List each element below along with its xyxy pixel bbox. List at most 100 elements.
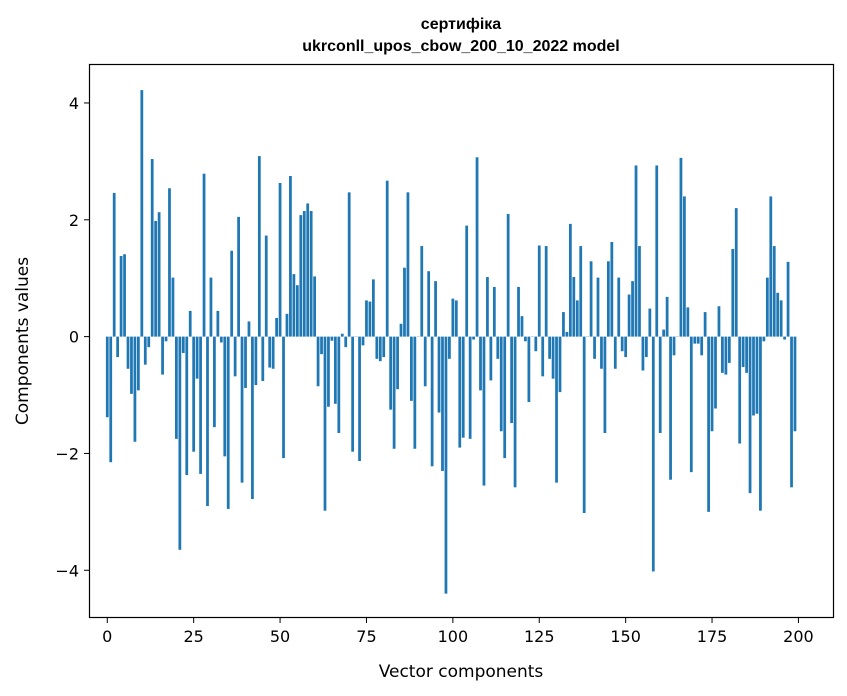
bar-132 [562,312,565,337]
bar-186 [748,336,752,494]
bar-81 [385,180,389,337]
bar-25 [192,336,196,452]
bar-131 [558,336,562,393]
bar-100 [451,298,455,337]
bar-50 [278,182,282,337]
bar-79 [378,336,382,362]
bar-31 [213,336,216,428]
bar-174 [707,336,710,512]
bar-18 [168,188,171,337]
bar-185 [745,336,748,373]
bar-181 [731,249,735,337]
bar-155 [641,336,645,371]
bar-63 [323,336,327,511]
bar-107 [475,157,479,337]
bar-196 [783,336,786,340]
bar-116 [506,213,510,337]
bar-146 [610,241,614,337]
bar-191 [765,277,769,337]
bar-170 [693,336,697,344]
bar-58 [306,203,310,337]
bar-153 [634,165,638,337]
bar-85 [399,323,403,337]
bar-164 [672,336,676,356]
bar-64 [327,336,330,407]
bar-32 [216,310,220,337]
bar-135 [572,277,576,337]
bar-166 [679,157,683,337]
bar-182 [734,208,738,337]
bar-176 [714,336,717,409]
bar-3 [116,336,120,358]
bar-109 [482,336,486,486]
bar-16 [161,336,164,375]
bar-57 [302,211,306,337]
bar-26 [195,336,199,379]
y-axis-label: Components values [13,257,33,425]
bar-53 [289,175,292,337]
bar-169 [689,336,693,473]
bar-65 [330,336,334,341]
bar-12 [147,336,151,348]
bar-97 [441,336,444,471]
bar-102 [458,336,462,448]
bar-104 [465,225,469,337]
bar-173 [703,312,707,337]
bar-117 [510,336,513,424]
bar-27 [199,336,202,474]
bar-29 [206,336,209,507]
bar-144 [603,336,607,433]
bar-114 [499,336,503,432]
bar-119 [517,286,520,337]
bar-33 [219,336,223,343]
bar-38 [237,216,240,337]
bar-113 [496,336,500,359]
bar-189 [759,336,762,511]
bar-54 [292,274,296,337]
bar-98 [444,336,448,594]
bar-154 [638,246,641,337]
bar-111 [489,336,493,381]
bar-86 [403,267,406,337]
bar-62 [320,336,323,355]
bar-148 [617,277,621,337]
bar-7 [130,336,133,394]
bar-47 [268,336,272,368]
x-tick-label: 200 [783,627,814,646]
bar-35 [226,336,230,509]
bar-24 [188,310,192,337]
bar-88 [410,336,413,401]
bar-136 [575,300,579,337]
bar-145 [606,261,610,337]
bar-36 [230,250,234,337]
bar-159 [655,165,659,337]
y-tick-label: 4 [69,94,79,113]
bar-150 [624,336,628,358]
x-tick-label: 125 [524,627,555,646]
bar-75 [365,300,368,337]
bar-126 [541,336,545,377]
bar-105 [468,336,472,439]
bar-56 [299,215,303,337]
bar-129 [551,336,555,379]
bar-143 [600,336,603,369]
bar-192 [769,196,773,337]
bar-96 [437,336,441,413]
bar-134 [568,223,572,337]
bar-0 [105,336,109,418]
x-tick-label: 0 [102,627,112,646]
bar-130 [555,336,558,483]
bar-14 [154,220,158,337]
bar-190 [762,336,766,342]
bar-44 [257,156,261,337]
bar-171 [696,336,700,344]
bar-91 [420,246,424,337]
bar-178 [721,336,724,373]
bar-23 [185,336,189,476]
bar-19 [171,277,175,337]
bar-168 [686,307,690,337]
bar-22 [181,336,185,353]
y-tick-label: −2 [55,444,79,463]
bar-48 [271,336,275,369]
bar-78 [375,336,379,359]
